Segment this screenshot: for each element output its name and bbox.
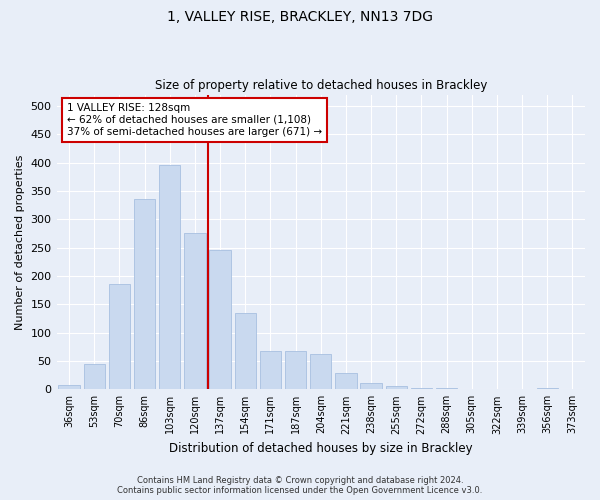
Bar	[58, 385, 80, 390]
Bar	[386, 386, 407, 390]
Text: Contains HM Land Registry data © Crown copyright and database right 2024.
Contai: Contains HM Land Registry data © Crown c…	[118, 476, 482, 495]
Y-axis label: Number of detached properties: Number of detached properties	[15, 154, 25, 330]
X-axis label: Distribution of detached houses by size in Brackley: Distribution of detached houses by size …	[169, 442, 473, 455]
Bar	[83, 364, 105, 390]
Bar	[209, 250, 231, 390]
Bar	[536, 388, 558, 390]
Bar	[260, 351, 281, 390]
Bar	[159, 166, 181, 390]
Bar	[361, 382, 382, 390]
Bar	[562, 388, 583, 390]
Bar	[134, 200, 155, 390]
Bar	[285, 351, 307, 390]
Bar	[461, 388, 482, 390]
Bar	[184, 234, 206, 390]
Bar	[235, 313, 256, 390]
Bar	[310, 354, 331, 390]
Text: 1 VALLEY RISE: 128sqm
← 62% of detached houses are smaller (1,108)
37% of semi-d: 1 VALLEY RISE: 128sqm ← 62% of detached …	[67, 104, 322, 136]
Bar	[109, 284, 130, 390]
Bar	[335, 374, 356, 390]
Title: Size of property relative to detached houses in Brackley: Size of property relative to detached ho…	[155, 79, 487, 92]
Text: 1, VALLEY RISE, BRACKLEY, NN13 7DG: 1, VALLEY RISE, BRACKLEY, NN13 7DG	[167, 10, 433, 24]
Bar	[411, 388, 432, 390]
Bar	[436, 388, 457, 390]
